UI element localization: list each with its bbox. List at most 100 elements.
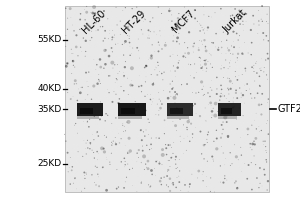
Point xyxy=(128,149,133,153)
Point xyxy=(214,137,219,140)
Point xyxy=(113,136,118,139)
Point xyxy=(114,6,118,9)
Point xyxy=(243,12,248,15)
Point xyxy=(233,75,238,78)
Point xyxy=(88,141,93,145)
Point xyxy=(167,9,172,12)
Point xyxy=(197,39,202,42)
Point xyxy=(214,92,219,96)
Point xyxy=(154,160,158,163)
Point xyxy=(70,52,75,55)
Point xyxy=(100,15,105,18)
Point xyxy=(238,146,243,149)
Point xyxy=(122,102,127,106)
Point xyxy=(204,49,208,53)
Point xyxy=(70,52,74,55)
Point xyxy=(81,36,86,40)
Point xyxy=(167,7,172,10)
Point xyxy=(65,17,70,20)
Point xyxy=(259,113,264,116)
Point xyxy=(155,159,160,162)
Point xyxy=(88,109,93,112)
Point xyxy=(158,180,163,183)
Point xyxy=(95,158,100,161)
Point xyxy=(235,97,240,100)
Point xyxy=(173,158,178,161)
Point xyxy=(146,118,151,121)
Point xyxy=(224,157,228,160)
Point xyxy=(156,91,161,94)
Point xyxy=(249,124,254,127)
Point xyxy=(104,136,109,139)
Point xyxy=(261,31,266,35)
Point xyxy=(157,109,161,112)
Point xyxy=(169,156,174,159)
Point xyxy=(239,91,244,95)
Point xyxy=(115,23,119,27)
Point xyxy=(254,60,259,63)
Point xyxy=(252,96,257,100)
Point xyxy=(209,116,214,119)
Point xyxy=(244,89,249,92)
Point xyxy=(173,90,178,94)
Point xyxy=(237,34,242,37)
Point xyxy=(134,160,139,163)
Point xyxy=(80,107,85,110)
Point xyxy=(146,33,151,37)
Point xyxy=(254,127,259,130)
Point xyxy=(263,149,268,152)
Point xyxy=(200,65,205,68)
Bar xyxy=(118,116,142,119)
Point xyxy=(248,92,253,95)
Point xyxy=(179,83,184,86)
Point xyxy=(192,42,197,45)
Point xyxy=(239,96,244,99)
Point xyxy=(73,122,78,125)
Point xyxy=(168,82,172,86)
Point xyxy=(174,186,178,189)
Point xyxy=(171,141,176,144)
Point xyxy=(198,56,203,60)
Point xyxy=(246,163,251,167)
Point xyxy=(220,95,225,98)
Point xyxy=(206,15,211,18)
Point xyxy=(123,180,128,183)
Point xyxy=(122,186,127,189)
Point xyxy=(154,113,158,116)
Point xyxy=(68,16,73,19)
Point xyxy=(252,70,256,73)
Point xyxy=(185,82,190,86)
Point xyxy=(98,65,103,69)
Point xyxy=(191,104,196,107)
Point xyxy=(240,20,245,23)
Point xyxy=(87,112,92,115)
Point xyxy=(115,168,120,171)
Point xyxy=(235,186,240,189)
Point xyxy=(211,159,216,163)
Point xyxy=(202,32,207,35)
Point xyxy=(164,147,169,150)
Point xyxy=(150,16,155,19)
Point xyxy=(124,121,129,124)
Point xyxy=(202,59,206,62)
Point xyxy=(220,93,225,97)
Point xyxy=(232,181,237,184)
Point xyxy=(233,70,238,73)
Point xyxy=(68,182,73,186)
Point xyxy=(150,100,155,104)
Point xyxy=(176,175,181,178)
Point xyxy=(200,43,205,46)
Point xyxy=(159,72,164,75)
Point xyxy=(76,150,80,153)
Point xyxy=(94,166,99,169)
Point xyxy=(205,133,210,136)
Point xyxy=(170,80,175,83)
Point xyxy=(226,136,230,139)
Point xyxy=(116,102,121,105)
Point xyxy=(266,97,271,101)
Point xyxy=(158,34,163,37)
Point xyxy=(110,66,115,70)
Point xyxy=(104,112,109,115)
Point xyxy=(122,165,127,168)
Point xyxy=(182,137,186,140)
